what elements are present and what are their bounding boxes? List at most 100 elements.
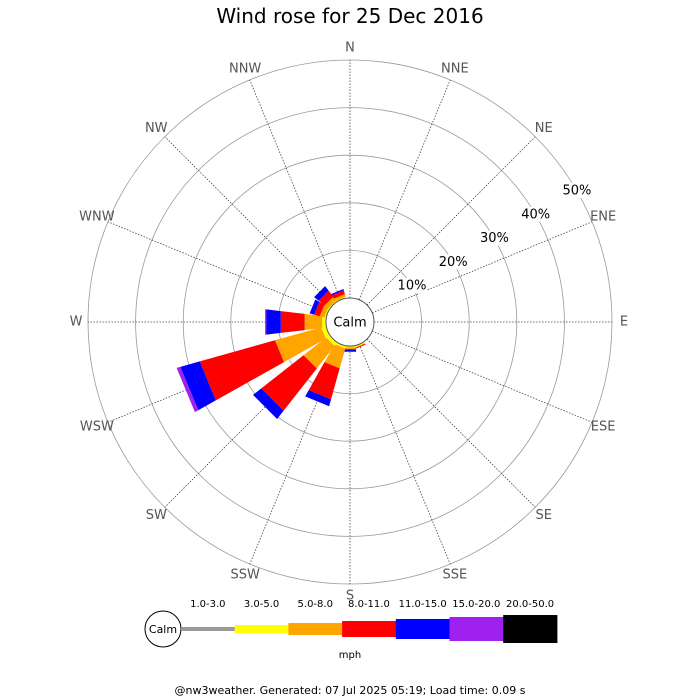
direction-label: S xyxy=(346,589,354,604)
wind-bar-segment xyxy=(324,296,337,309)
legend-swatch xyxy=(342,621,397,637)
wind-bar-segment xyxy=(266,309,281,335)
wind-bar-segment xyxy=(331,289,344,296)
legend-bin-label: 20.0-50.0 xyxy=(506,599,554,610)
direction-labels: N NNE NE ENE E ESE SE SSE S SSW SW WSW W WNW NW NNW xyxy=(70,41,629,604)
legend-swatch xyxy=(395,619,450,639)
direction-spoke xyxy=(107,221,328,314)
wind-bar-segment xyxy=(180,361,216,411)
direction-label: W xyxy=(70,315,83,330)
wind-bar-segment xyxy=(354,343,366,349)
legend-swatch xyxy=(503,615,558,643)
wind-bar-segment xyxy=(314,286,329,301)
wind-bar-segment xyxy=(322,316,326,328)
calm-center: Calm xyxy=(325,297,375,347)
legend-bin-label: 5.0-8.0 xyxy=(298,599,333,610)
legend-swatch xyxy=(449,617,504,641)
legend-bin-label: 8.0-11.0 xyxy=(348,599,390,610)
tick-label-background xyxy=(397,278,428,294)
direction-label: NNE xyxy=(441,61,469,76)
wind-bar-segment xyxy=(333,294,346,302)
direction-spoke xyxy=(366,338,536,508)
wind-bar-segment xyxy=(343,349,357,352)
wind-bar-segment xyxy=(344,346,356,348)
legend-swatch xyxy=(288,623,343,635)
legend-bin-label: 15.0-20.0 xyxy=(452,599,500,610)
radial-tick-label: 10% xyxy=(398,279,427,294)
direction-spoke xyxy=(372,330,593,423)
wind-bar-segment xyxy=(354,343,366,349)
direction-spoke xyxy=(358,344,451,565)
direction-label: E xyxy=(620,315,628,330)
direction-label: SSW xyxy=(230,568,260,583)
direction-label: NNW xyxy=(229,61,261,76)
direction-label: WSW xyxy=(80,419,114,434)
legend-swatch xyxy=(234,625,289,633)
grid-ring xyxy=(182,154,518,490)
wind-bar-segment xyxy=(199,340,284,401)
direction-label: SE xyxy=(536,508,552,523)
direction-spoke xyxy=(358,79,451,300)
wind-bar-segment xyxy=(308,362,340,400)
legend-calm-label: Calm xyxy=(149,623,177,636)
wind-bar-segment xyxy=(321,326,330,339)
wind-bar-segment xyxy=(334,342,346,349)
wind-bar-segment xyxy=(354,342,365,348)
chart-title: Wind rose for 25 Dec 2016 xyxy=(216,4,484,28)
wind-bar-segment xyxy=(332,290,345,299)
tick-label-background xyxy=(438,254,469,270)
legend-bin-label: 11.0-15.0 xyxy=(399,599,447,610)
legend-swatch xyxy=(181,627,236,631)
wind-bar-segment xyxy=(274,327,326,363)
radial-tick-label: 20% xyxy=(439,255,468,270)
direction-spoke xyxy=(366,136,536,306)
direction-label: SW xyxy=(146,508,167,523)
direction-label: NW xyxy=(145,121,168,136)
legend-bin-label: 3.0-5.0 xyxy=(244,599,279,610)
wind-bar-segment xyxy=(318,290,334,306)
wind-bar-segment xyxy=(344,348,356,350)
radial-tick-label: 40% xyxy=(521,207,550,222)
wind-bar-segment xyxy=(335,296,346,302)
wind-bar-segment xyxy=(176,366,199,413)
wind-bar-segment xyxy=(319,304,329,318)
grid-ring xyxy=(230,202,470,442)
direction-label: N xyxy=(345,41,355,56)
wind-bar-segment xyxy=(309,299,320,315)
direction-label: ENE xyxy=(590,210,616,225)
radial-tick-label: 50% xyxy=(562,184,591,199)
wind-bar-segment xyxy=(324,307,330,318)
wind-bar-segment xyxy=(328,300,337,309)
legend: Calm 1.0-3.0 3.0-5.0 5.0-8.0 8.0-11.0 11.0-15… xyxy=(144,599,558,661)
wind-bar-segment xyxy=(253,388,284,419)
wind-bar-segment xyxy=(326,335,337,346)
wind-bar-segment xyxy=(324,344,346,369)
direction-label: ESE xyxy=(591,419,616,434)
radial-tick-labels: 10% 20% 30% 40% 50% xyxy=(397,183,592,294)
radial-tick-label: 30% xyxy=(480,231,509,246)
wind-bar-segment xyxy=(265,309,267,335)
direction-label: WNW xyxy=(79,210,115,225)
wind-bars xyxy=(176,286,366,419)
footer-credit: @nw3weather. Generated: 07 Jul 2025 05:1… xyxy=(174,684,526,697)
wind-bar-segment xyxy=(305,390,331,407)
tick-label-background xyxy=(479,230,510,246)
calm-circle xyxy=(325,297,375,347)
tick-label-background xyxy=(520,206,551,222)
direction-label: SSE xyxy=(442,568,467,583)
direction-spoke xyxy=(249,79,342,300)
legend-unit-label: mph xyxy=(339,650,361,661)
calm-label: Calm xyxy=(333,316,366,331)
wind-bar-segment xyxy=(344,347,356,349)
direction-spoke xyxy=(372,221,593,314)
legend-bin-label: 1.0-3.0 xyxy=(190,599,225,610)
direction-spoke xyxy=(164,136,334,306)
tick-label-background xyxy=(561,183,592,198)
direction-label: NE xyxy=(535,121,553,136)
wind-bar-segment xyxy=(261,355,317,411)
wind-bar-segment xyxy=(304,313,323,331)
wind-bar-segment xyxy=(303,337,335,369)
wind-bar-segment xyxy=(314,301,325,317)
wind-bar-segment xyxy=(280,311,305,333)
